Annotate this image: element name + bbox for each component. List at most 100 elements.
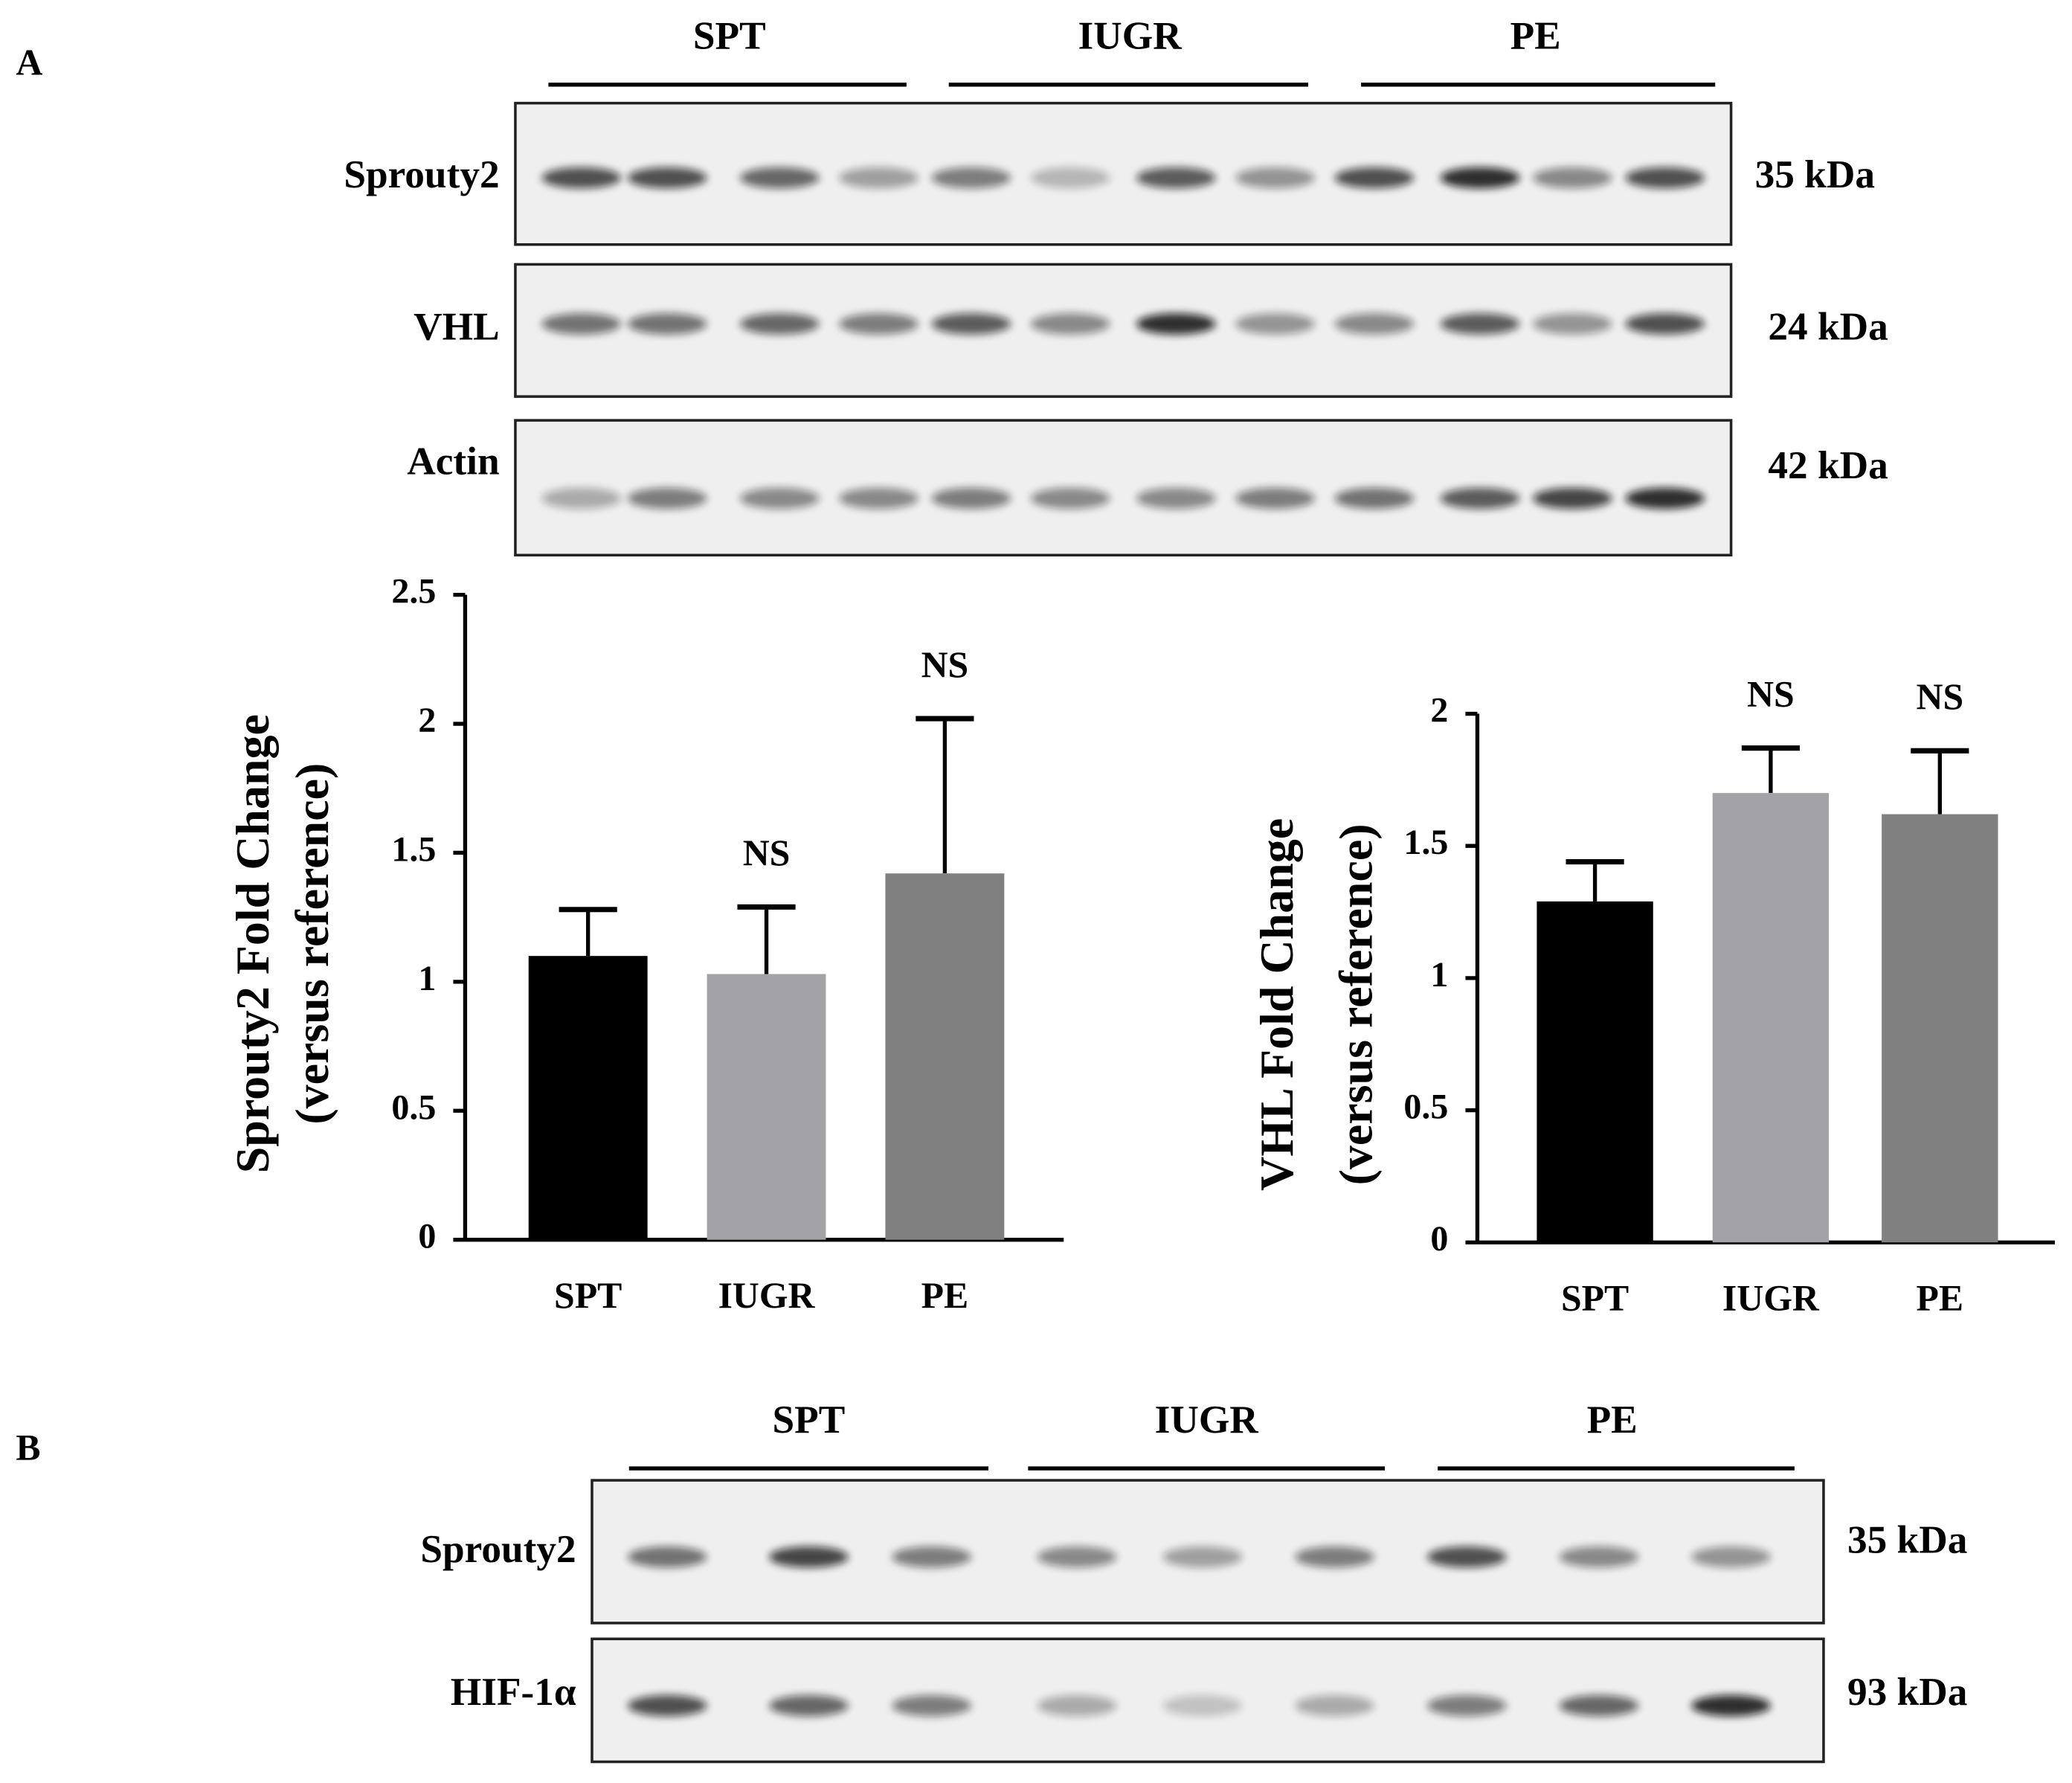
band [541, 487, 622, 510]
band [1235, 487, 1315, 510]
band [1691, 1546, 1771, 1568]
band [931, 487, 1011, 510]
band [1295, 1546, 1374, 1568]
x-tick-label: SPT [554, 1275, 622, 1316]
band [1691, 1694, 1771, 1717]
band [839, 167, 918, 189]
band [740, 487, 820, 510]
band [1030, 167, 1110, 189]
protein-label: Sprouty2 [344, 152, 499, 196]
band [892, 1694, 971, 1717]
band [1162, 1694, 1243, 1717]
band [627, 1694, 707, 1717]
band [1440, 487, 1520, 510]
band [839, 487, 918, 510]
size-label: 35 kDa [1755, 152, 1875, 196]
group-label: SPT [773, 1398, 846, 1442]
group-label: PE [1587, 1398, 1638, 1442]
y-axis-label: Sprouty2 Fold Change [226, 714, 279, 1173]
band [1440, 167, 1520, 189]
band [627, 313, 707, 335]
band [627, 167, 707, 189]
bar [1712, 793, 1830, 1243]
bar [707, 974, 826, 1240]
panel-label: A [16, 42, 42, 83]
protein-label: Actin [407, 440, 499, 484]
band [1030, 487, 1110, 510]
protein-label: HIF-1α [451, 1670, 576, 1714]
band [931, 313, 1011, 335]
panel-label: B [16, 1427, 40, 1468]
bar [1537, 901, 1653, 1243]
size-label: 24 kDa [1768, 304, 1888, 348]
band [1235, 167, 1315, 189]
x-tick-label: IUGR [1722, 1278, 1820, 1319]
band [1426, 1694, 1507, 1717]
band [1625, 313, 1705, 335]
band [769, 1546, 849, 1568]
annotation: NS [743, 832, 791, 873]
group-label: IUGR [1078, 14, 1183, 58]
y-axis-label: VHL Fold Change [1250, 818, 1303, 1191]
annotation: NS [921, 644, 969, 685]
band [1037, 1546, 1117, 1568]
y-axis-label: (versus reference) [286, 763, 338, 1125]
bar [528, 956, 648, 1240]
y-tick-label: 2 [1430, 691, 1448, 730]
band [1037, 1694, 1117, 1717]
band [769, 1694, 849, 1717]
band [1136, 313, 1216, 335]
band [1030, 313, 1110, 335]
band [627, 487, 707, 510]
band [1625, 487, 1705, 510]
y-tick-label: 1 [418, 959, 436, 998]
x-tick-label: PE [921, 1275, 969, 1316]
band [1426, 1546, 1507, 1568]
y-tick-label: 2.5 [391, 572, 436, 611]
protein-label: VHL [414, 304, 500, 348]
y-tick-label: 0 [418, 1217, 436, 1256]
y-tick-label: 0 [1430, 1219, 1448, 1259]
band [1559, 1546, 1639, 1568]
band [1334, 487, 1415, 510]
annotation: NS [1747, 674, 1795, 715]
band [1533, 167, 1612, 189]
band [627, 1546, 707, 1568]
y-axis-label: (versus reference) [1330, 823, 1383, 1185]
band [1625, 167, 1705, 189]
blot [514, 101, 1733, 246]
band [892, 1546, 971, 1568]
band [1136, 167, 1216, 189]
x-tick-label: PE [1917, 1278, 1964, 1319]
size-label: 93 kDa [1847, 1670, 1967, 1714]
y-tick-label: 0.5 [391, 1088, 436, 1127]
band [1162, 1546, 1243, 1568]
y-tick-label: 1.5 [1403, 823, 1448, 862]
band [1136, 487, 1216, 510]
band [740, 313, 820, 335]
protein-label: Sprouty2 [420, 1527, 576, 1571]
band [740, 167, 820, 189]
bar [1882, 814, 1998, 1243]
y-tick-label: 1.5 [391, 829, 436, 869]
blot [514, 419, 1733, 557]
group-label: SPT [693, 14, 766, 58]
band [541, 167, 622, 189]
y-tick-label: 1 [1430, 955, 1448, 995]
size-label: 35 kDa [1847, 1518, 1967, 1562]
annotation: NS [1917, 676, 1964, 717]
band [1235, 313, 1315, 335]
x-tick-label: IUGR [718, 1275, 816, 1316]
band [541, 313, 622, 335]
band [1295, 1694, 1374, 1717]
blot [514, 263, 1733, 398]
x-tick-label: SPT [1561, 1278, 1629, 1319]
band [839, 313, 918, 335]
band [1533, 487, 1612, 510]
bar [885, 873, 1005, 1240]
band [1559, 1694, 1639, 1717]
y-tick-label: 2 [418, 701, 436, 740]
size-label: 42 kDa [1768, 443, 1888, 487]
y-tick-label: 0.5 [1403, 1088, 1448, 1127]
